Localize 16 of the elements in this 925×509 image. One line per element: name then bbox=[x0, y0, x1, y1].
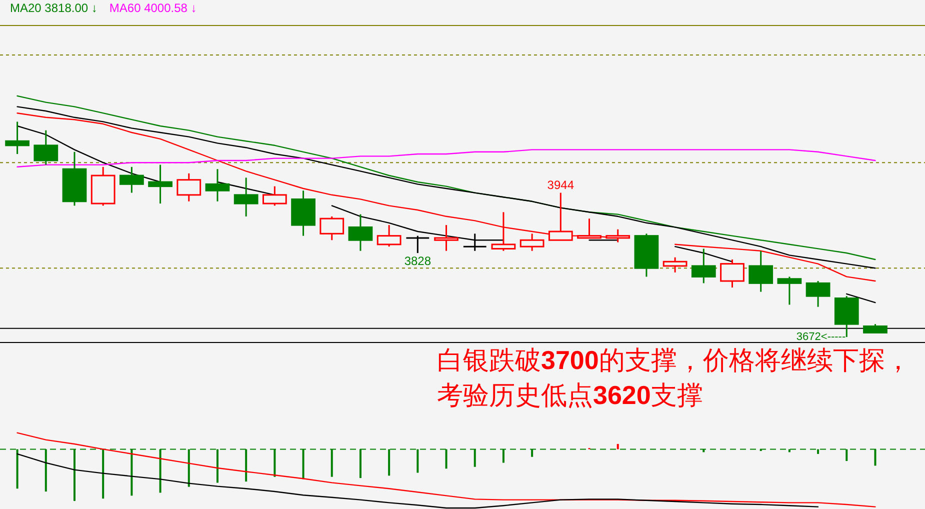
candlestick bbox=[434, 224, 458, 252]
candlestick bbox=[748, 250, 774, 293]
text: MA60 4000.58 ↓ bbox=[109, 1, 197, 15]
text: 白银跌破3700的支撑，价格将继续下探，考验历史低点3620支撑 bbox=[437, 345, 911, 411]
annotation: 3672<----- bbox=[796, 331, 846, 343]
candlestick bbox=[120, 166, 144, 194]
text: MA20 3818.00 ↓ bbox=[10, 1, 98, 15]
candlestick bbox=[291, 190, 316, 237]
candlestick bbox=[205, 168, 230, 202]
candlestick bbox=[234, 176, 258, 218]
candlestick bbox=[148, 164, 172, 204]
candlestick bbox=[348, 214, 373, 252]
candlestick bbox=[34, 130, 58, 166]
annotation: 3828 bbox=[404, 254, 432, 268]
annotation: 3944 bbox=[547, 178, 574, 192]
candlestick bbox=[5, 120, 30, 155]
